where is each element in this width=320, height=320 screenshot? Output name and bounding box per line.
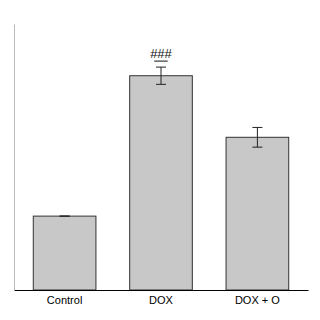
error-cap: [60, 216, 70, 217]
error-bar: [252, 127, 262, 147]
x-tick-label: Control: [47, 294, 82, 306]
error-cap: [252, 127, 262, 128]
chart: Control DOX DOX + O ###: [0, 0, 320, 320]
error-line: [257, 127, 258, 147]
bar: [130, 76, 193, 290]
error-cap: [252, 147, 262, 148]
x-axis-line: [15, 290, 309, 291]
plot: Control DOX DOX + O ###: [15, 25, 309, 306]
error-cap: [60, 216, 70, 217]
y-axis-line: [14, 25, 15, 291]
x-tick: DOX + O: [235, 294, 280, 306]
error-line: [161, 67, 162, 84]
x-tick-label: DOX: [149, 294, 174, 306]
annotations: ###: [150, 46, 172, 61]
x-tick: DOX: [149, 294, 174, 306]
x-tick: Control: [47, 294, 82, 306]
error-cap: [156, 67, 166, 68]
bar: [33, 216, 96, 290]
x-tick-label: DOX + O: [235, 294, 280, 306]
error-cap: [156, 84, 166, 85]
bar: [226, 137, 289, 290]
marks: [33, 67, 288, 290]
annotation: ###: [150, 46, 172, 61]
x-axis: Control DOX DOX + O: [15, 291, 309, 306]
error-bar: [60, 216, 70, 217]
y-axis: [14, 25, 15, 291]
error-bar: [156, 67, 166, 84]
